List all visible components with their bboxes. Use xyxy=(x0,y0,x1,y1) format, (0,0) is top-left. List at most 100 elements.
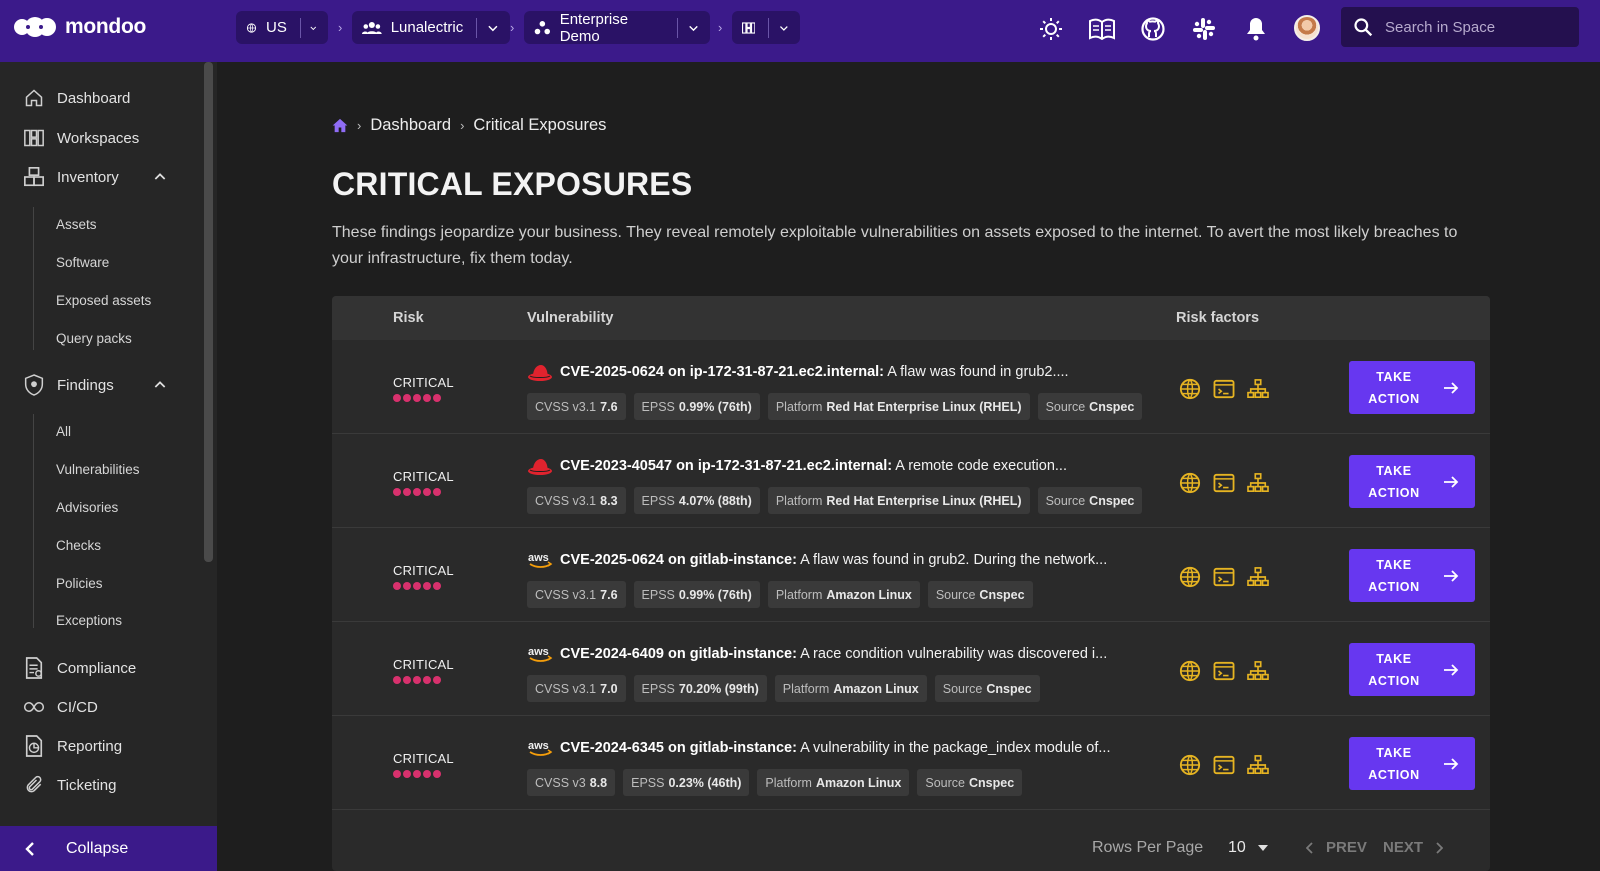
vulnerability-title[interactable]: CVE-2024-6345 on gitlab-instance: A vuln… xyxy=(560,740,1111,756)
docs-book-icon[interactable] xyxy=(1086,13,1118,45)
sidebar-item-all[interactable]: All xyxy=(56,424,72,439)
sidebar-item-dashboard[interactable]: Dashboard xyxy=(0,79,200,117)
platform-chip: Platform Amazon Linux xyxy=(767,581,920,608)
internet-exposed-globe-icon[interactable] xyxy=(1179,378,1201,400)
theme-toggle-sun-icon[interactable] xyxy=(1035,13,1067,45)
divider xyxy=(768,17,770,38)
sidebar-item-label: Compliance xyxy=(57,659,137,677)
home-icon[interactable] xyxy=(332,118,348,133)
internet-exposed-globe-icon[interactable] xyxy=(1179,660,1201,682)
sidebar-item-findings[interactable]: Findings xyxy=(0,366,200,404)
risk-label: CRITICAL xyxy=(393,375,454,390)
sidebar-item-vulnerabilities[interactable]: Vulnerabilities xyxy=(56,462,140,477)
internet-exposed-globe-icon[interactable] xyxy=(1179,472,1201,494)
table-row[interactable]: CRITICAL CVE-2025-0624 on ip-172-31-87-2… xyxy=(332,340,1490,434)
notifications-bell-icon[interactable] xyxy=(1240,13,1272,45)
organization-label: Lunalectric xyxy=(390,19,464,36)
rows-per-page-select[interactable]: 10 xyxy=(1228,839,1268,857)
sidebar-item-exposed-assets[interactable]: Exposed assets xyxy=(56,293,152,308)
column-header-vulnerability[interactable]: Vulnerability xyxy=(527,310,614,326)
source-chip: Source Cnspec xyxy=(927,581,1033,608)
shield-icon xyxy=(23,374,45,396)
remote-exploitable-terminal-icon[interactable] xyxy=(1213,472,1235,494)
redhat-icon xyxy=(528,365,552,381)
remote-exploitable-terminal-icon[interactable] xyxy=(1213,660,1235,682)
sidebar-item-compliance[interactable]: Compliance xyxy=(0,649,200,687)
epss-chip: EPSS 70.20% (99th) xyxy=(633,675,767,702)
risk-score-dots xyxy=(393,488,441,496)
risk-score-dots xyxy=(393,582,441,590)
aws-icon: aws xyxy=(527,550,553,570)
chevron-down-icon[interactable] xyxy=(687,21,700,35)
table-row[interactable]: CRITICAL CVE-2023-40547 on ip-172-31-87-… xyxy=(332,434,1490,528)
aws-icon: aws xyxy=(527,644,553,664)
vulnerability-meta: CVSS v3 8.8 EPSS 0.23% (46th) Platform Amaz… xyxy=(527,769,1023,796)
collapse-sidebar-button[interactable]: Collapse xyxy=(0,826,217,871)
source-chip: Source Cnspec xyxy=(1037,393,1143,420)
take-action-button[interactable]: TAKE ACTION xyxy=(1349,737,1475,790)
remote-exploitable-terminal-icon[interactable] xyxy=(1213,754,1235,776)
remote-exploitable-terminal-icon[interactable] xyxy=(1213,378,1235,400)
chevron-down-icon[interactable] xyxy=(486,21,500,35)
take-action-button[interactable]: TAKE ACTION xyxy=(1349,455,1475,508)
chevron-up-icon[interactable] xyxy=(152,169,168,185)
svg-text:aws: aws xyxy=(528,740,549,752)
sidebar-scrollbar[interactable] xyxy=(204,62,213,562)
network-hierarchy-icon[interactable] xyxy=(1247,660,1269,682)
chevron-up-icon[interactable] xyxy=(152,377,168,393)
vulnerability-title[interactable]: CVE-2024-6409 on gitlab-instance: A race… xyxy=(560,646,1108,662)
network-hierarchy-icon[interactable] xyxy=(1247,378,1269,400)
remote-exploitable-terminal-icon[interactable] xyxy=(1213,566,1235,588)
breadcrumb-dashboard[interactable]: Dashboard xyxy=(370,116,452,134)
sidebar-item-query-packs[interactable]: Query packs xyxy=(56,331,132,346)
network-hierarchy-icon[interactable] xyxy=(1247,754,1269,776)
vulnerability-title[interactable]: CVE-2023-40547 on ip-172-31-87-21.ec2.in… xyxy=(560,458,1067,474)
sidebar-item-inventory[interactable]: Inventory xyxy=(0,158,200,196)
redhat-icon xyxy=(528,459,552,475)
top-bar: mondoo US › Lunalectric › Enterprise Dem… xyxy=(0,0,1600,62)
organization-selector[interactable]: Lunalectric xyxy=(352,11,510,44)
chevron-down-icon[interactable] xyxy=(778,21,790,35)
network-hierarchy-icon[interactable] xyxy=(1247,566,1269,588)
region-selector[interactable]: US xyxy=(236,11,328,44)
sidebar-item-advisories[interactable]: Advisories xyxy=(56,500,119,515)
take-action-button[interactable]: TAKE ACTION xyxy=(1349,361,1475,414)
mondoo-logo[interactable]: mondoo xyxy=(13,14,146,40)
take-action-button[interactable]: TAKE ACTION xyxy=(1349,643,1475,696)
vulnerability-title[interactable]: CVE-2025-0624 on ip-172-31-87-21.ec2.int… xyxy=(560,364,1069,380)
sidebar-item-exceptions[interactable]: Exceptions xyxy=(56,613,123,628)
epss-chip: EPSS 0.23% (46th) xyxy=(623,769,750,796)
sidebar-item-software[interactable]: Software xyxy=(56,255,110,270)
table-row[interactable]: CRITICAL aws CVE-2024-6345 on gitlab-ins… xyxy=(332,716,1490,810)
sidebar-item-checks[interactable]: Checks xyxy=(56,538,102,553)
paperclip-icon xyxy=(23,774,45,796)
internet-exposed-globe-icon[interactable] xyxy=(1179,754,1201,776)
sidebar-item-reporting[interactable]: Reporting xyxy=(0,727,200,765)
sidebar-item-ticketing[interactable]: Ticketing xyxy=(0,766,200,804)
github-icon[interactable] xyxy=(1137,13,1169,45)
chevron-left-icon xyxy=(25,841,34,856)
sidebar-item-assets[interactable]: Assets xyxy=(56,217,97,232)
table-row[interactable]: CRITICAL aws CVE-2024-6409 on gitlab-ins… xyxy=(332,622,1490,716)
sidebar-item-workspaces[interactable]: Workspaces xyxy=(0,119,200,157)
risk-score-dots xyxy=(393,770,441,778)
sidebar-item-policies[interactable]: Policies xyxy=(56,576,103,591)
network-hierarchy-icon[interactable] xyxy=(1247,472,1269,494)
column-header-risk[interactable]: Risk xyxy=(393,310,424,326)
internet-exposed-globe-icon[interactable] xyxy=(1179,566,1201,588)
take-action-button[interactable]: TAKE ACTION xyxy=(1349,549,1475,602)
workspace-selector[interactable] xyxy=(732,11,800,44)
vulnerability-title[interactable]: CVE-2025-0624 on gitlab-instance: A flaw… xyxy=(560,552,1108,568)
next-page-button[interactable]: NEXT xyxy=(1383,839,1444,856)
prev-page-button[interactable]: PREV xyxy=(1306,839,1367,856)
slack-icon[interactable] xyxy=(1188,13,1220,45)
sidebar-item-label: Findings xyxy=(57,376,114,394)
chevron-down-icon[interactable] xyxy=(309,21,318,35)
sidebar-item-ci-cd[interactable]: CI/CD xyxy=(0,688,200,726)
search-box[interactable] xyxy=(1341,7,1579,47)
infinity-icon xyxy=(23,696,45,718)
table-row[interactable]: CRITICAL aws CVE-2025-0624 on gitlab-ins… xyxy=(332,528,1490,622)
space-selector[interactable]: Enterprise Demo xyxy=(524,11,710,45)
search-input[interactable] xyxy=(1385,18,1555,36)
user-avatar[interactable] xyxy=(1294,15,1320,41)
